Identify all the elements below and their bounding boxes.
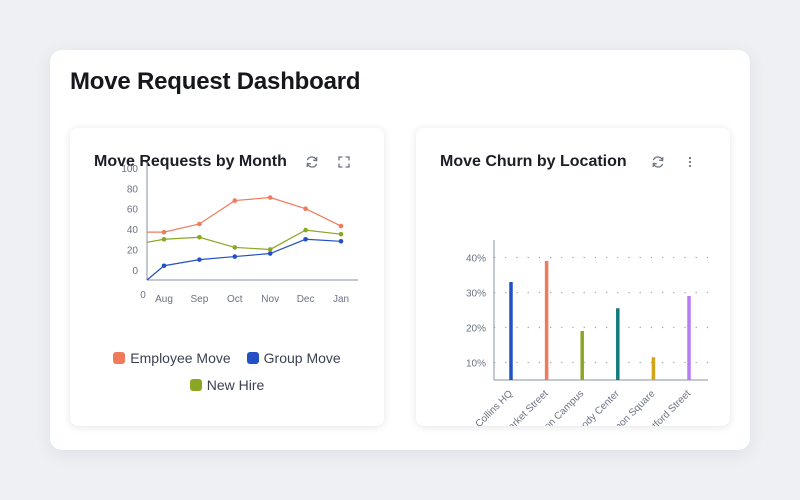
data-point: [267, 251, 273, 256]
data-point: [197, 257, 202, 262]
data-point: [303, 236, 308, 242]
data-point: [338, 231, 344, 237]
expand-icon[interactable]: [334, 152, 354, 172]
dashboard-card: Move Request Dashboard Move Requests by …: [50, 50, 750, 450]
y-tick-label: 0: [132, 266, 138, 277]
y-tick-label: 60: [127, 205, 139, 216]
data-point: [197, 234, 202, 240]
data-point: [267, 247, 273, 252]
x-tick-label: Sep: [191, 294, 209, 305]
data-point: [197, 221, 202, 227]
y-tick-label: 20: [127, 245, 139, 256]
line-chart: 100 80 60 40 20 0 0 Aug Sep Oct Nov Dec Jan: [121, 162, 358, 305]
data-point: [303, 206, 308, 212]
data-point: [267, 195, 273, 200]
bar-peabody-center: [616, 308, 620, 380]
y-tick-label: 20%: [466, 324, 486, 335]
legend-item-new-hire[interactable]: New Hire: [189, 377, 265, 393]
widget-title-churn: Move Churn by Location: [440, 153, 627, 170]
series-line-employee-move: [147, 196, 342, 233]
refresh-icon[interactable]: [302, 152, 322, 172]
data-point: [303, 227, 308, 233]
legend-item-employee-move[interactable]: Employee Move: [113, 350, 231, 366]
legend-label: Employee Move: [130, 350, 231, 366]
data-point: [338, 223, 344, 229]
legend-swatch: [189, 379, 202, 391]
data-point: [232, 254, 238, 259]
widget-title-move-requests: Move Requests by Month: [94, 153, 287, 170]
data-point: [161, 229, 167, 235]
legend-swatch: [246, 352, 259, 364]
y-tick-label: 40%: [466, 254, 486, 265]
bar-market-street: [544, 261, 549, 380]
churn-widget: Move Churn by Location 10% 20% 30% 40% Fort …: [416, 128, 730, 426]
bar-milton-campus: [580, 331, 584, 380]
legend-label: Group Move: [263, 350, 341, 366]
y-tick-label: 40: [127, 225, 139, 236]
data-point: [161, 236, 167, 242]
x-tick-label: Fort Collins HQ: [459, 388, 515, 426]
more-vertical-icon[interactable]: [680, 152, 700, 172]
y-tick-label: 80: [127, 184, 139, 195]
legend-swatch: [113, 352, 126, 364]
y-tick-label: 30%: [466, 289, 486, 300]
x-tick-label: Oct: [227, 294, 243, 305]
x-tick-label: Jan: [333, 294, 349, 305]
x-tick-label: Nov: [261, 294, 279, 305]
y-tick-label: 100: [121, 164, 138, 175]
refresh-icon[interactable]: [648, 152, 668, 172]
data-point: [338, 239, 344, 244]
move-requests-widget: Move Requests by Month 100 80 60 40 20 0 0 Aug S…: [70, 128, 384, 426]
data-point: [161, 263, 167, 269]
bar-simon-square: [651, 357, 656, 380]
series-line-group-move: [146, 238, 342, 281]
data-point: [232, 245, 238, 250]
x-tick-label: Dec: [297, 294, 315, 305]
legend-label: New Hire: [206, 377, 265, 393]
line-chart-legend: Employee Move Group Move New Hire: [70, 350, 384, 404]
bar-westford-street: [687, 296, 691, 380]
page-title: Move Request Dashboard: [70, 68, 361, 95]
y-tick-label: 10%: [466, 359, 486, 370]
data-point: [232, 198, 238, 203]
x-origin-label: 0: [140, 290, 146, 301]
x-tick-label: Aug: [155, 294, 173, 305]
legend-item-group-move[interactable]: Group Move: [246, 350, 341, 366]
bar-fort-collins-hq: [509, 282, 513, 380]
